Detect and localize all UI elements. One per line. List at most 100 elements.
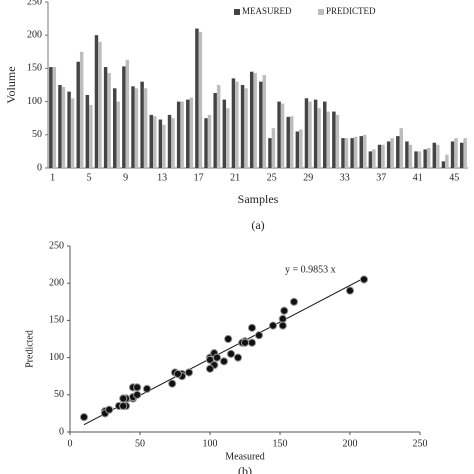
bar — [386, 141, 391, 168]
bar — [249, 71, 254, 168]
y-tick-label: 50 — [54, 389, 64, 400]
bar — [131, 86, 135, 168]
legend-swatch — [318, 9, 324, 15]
y-tick-label: 100 — [49, 352, 64, 363]
y-tick-label: 0 — [59, 426, 64, 437]
bar — [204, 118, 208, 168]
point — [278, 314, 287, 324]
x-tick-label: 37 — [376, 172, 386, 183]
bar — [408, 144, 413, 168]
bar — [107, 73, 111, 168]
legend-label: PREDICTED — [326, 6, 376, 16]
bar — [304, 98, 309, 168]
point — [278, 321, 287, 330]
bar — [277, 101, 281, 168]
bar — [335, 114, 340, 168]
bar — [231, 78, 236, 168]
bar — [280, 103, 285, 168]
caption: (a) — [251, 218, 264, 232]
bar — [98, 41, 102, 169]
bar — [317, 108, 321, 168]
bar — [259, 81, 263, 168]
bar — [76, 61, 80, 169]
bar — [240, 85, 245, 168]
bar — [122, 66, 126, 168]
x-tick-label: 150 — [273, 438, 288, 449]
bar — [226, 108, 230, 168]
bar — [186, 99, 190, 168]
x-tick-label: 21 — [230, 172, 240, 183]
bar — [405, 141, 409, 168]
x-tick-label: 17 — [194, 172, 204, 183]
bar — [436, 144, 440, 168]
bar — [103, 67, 108, 168]
bar — [171, 118, 175, 168]
point — [133, 390, 142, 399]
bar — [52, 67, 57, 168]
bar — [253, 73, 257, 168]
bar — [426, 148, 431, 168]
x-tick-label: 41 — [413, 172, 423, 183]
bar — [368, 151, 373, 168]
point — [173, 369, 182, 379]
point — [280, 306, 289, 315]
point — [184, 368, 194, 377]
x-tick-label: 0 — [68, 438, 73, 449]
point — [219, 357, 229, 366]
point — [289, 297, 299, 306]
bar — [113, 88, 117, 168]
bar — [158, 119, 163, 168]
y-tick-label: 150 — [49, 315, 64, 326]
bar — [207, 114, 212, 168]
bar — [70, 98, 75, 168]
bar — [167, 114, 172, 168]
bar — [140, 81, 144, 168]
x-tick-label: 50 — [135, 438, 145, 449]
x-tick-label: 9 — [123, 172, 128, 183]
legend-label: MEASURED — [242, 6, 292, 16]
y-axis-label: Volume — [4, 66, 18, 103]
y-tick-label: 250 — [27, 0, 42, 7]
bar — [61, 86, 66, 168]
point — [247, 323, 257, 332]
point — [359, 275, 369, 284]
bar — [195, 28, 199, 169]
point — [345, 286, 355, 295]
bar — [423, 149, 427, 168]
point — [119, 394, 128, 403]
x-tick-label: 25 — [267, 172, 277, 183]
bar — [162, 124, 166, 168]
point — [105, 405, 114, 414]
point — [133, 383, 142, 392]
bar — [350, 138, 354, 168]
x-tick-label: 45 — [449, 172, 459, 183]
y-tick-label: 200 — [27, 29, 42, 40]
point — [224, 334, 233, 344]
bar — [198, 31, 203, 168]
bar — [271, 128, 276, 168]
bar — [372, 149, 376, 168]
bar — [441, 161, 446, 168]
point — [168, 379, 177, 388]
bar — [85, 94, 90, 168]
bar — [299, 129, 303, 168]
bar — [454, 138, 458, 168]
x-tick-label: 100 — [203, 438, 218, 449]
x-axis-label: Samples — [238, 192, 279, 206]
bar — [463, 138, 467, 168]
bar — [359, 136, 363, 168]
bar — [176, 101, 181, 168]
bar — [67, 91, 71, 168]
point — [79, 413, 89, 422]
bar — [262, 75, 267, 168]
bar — [390, 138, 394, 168]
bar — [295, 131, 300, 168]
x-tick-label: 5 — [87, 172, 92, 183]
y-tick-label: 150 — [27, 63, 42, 74]
bar — [143, 88, 148, 168]
bar — [377, 144, 382, 168]
bar — [341, 138, 345, 168]
bar — [323, 101, 327, 168]
bar — [432, 142, 437, 168]
point — [226, 349, 236, 358]
